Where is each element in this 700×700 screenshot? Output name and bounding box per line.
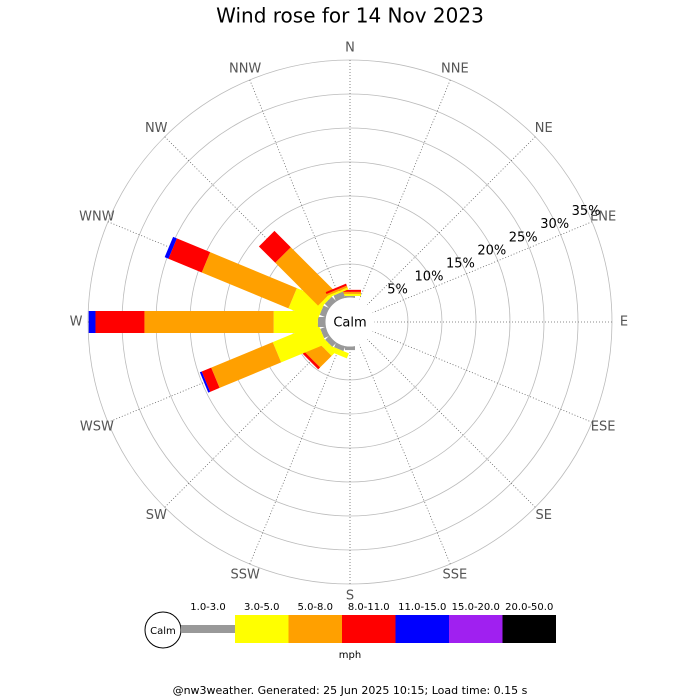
- spoke: [249, 344, 342, 565]
- calm-circle: [325, 297, 375, 347]
- bar-segment: [326, 285, 348, 296]
- bar-segment: [168, 238, 211, 273]
- direction-label: SSE: [442, 568, 467, 583]
- bar-segment: [334, 342, 346, 352]
- bar-segment: [345, 346, 355, 351]
- spoke: [372, 330, 593, 423]
- direction-label: NNW: [229, 61, 261, 76]
- r-tick-label: 30%: [540, 217, 569, 232]
- legend-label: 5.0-8.0: [298, 602, 333, 613]
- bar-segment: [339, 293, 361, 296]
- legend-swatch: [502, 615, 556, 643]
- legend-swatch: [395, 615, 449, 643]
- legend-swatch: [342, 615, 396, 643]
- spoke: [366, 136, 536, 306]
- bar-segment: [199, 371, 211, 393]
- chart-title: Wind rose for 14 Nov 2023: [216, 4, 484, 28]
- bar-segment: [339, 291, 361, 294]
- r-tick-label: 10%: [415, 269, 444, 284]
- legend-swatch: [288, 615, 342, 643]
- bar-segment: [275, 247, 334, 306]
- bar-segment: [164, 236, 177, 259]
- direction-label: NNE: [441, 61, 469, 76]
- bar-segment: [333, 291, 346, 302]
- bar-segment: [95, 311, 145, 333]
- bar-segment: [201, 252, 297, 309]
- bar-segment: [88, 311, 96, 333]
- direction-label: W: [70, 315, 83, 330]
- footer: @nw3weather. Generated: 25 Jun 2025 10:1…: [173, 684, 528, 697]
- calm-label: Calm: [333, 316, 366, 331]
- legend-swatch: [449, 615, 503, 643]
- legend-swatch: [235, 615, 289, 643]
- direction-label: WSW: [80, 419, 114, 434]
- spoke: [372, 221, 593, 314]
- spoke: [358, 79, 451, 300]
- bar-segment: [211, 342, 282, 388]
- bar-segment: [317, 317, 326, 327]
- r-tick-label: 15%: [446, 256, 475, 271]
- direction-label: N: [345, 41, 355, 56]
- bar-segment: [258, 230, 291, 263]
- bar-segment: [324, 296, 337, 309]
- bar-segment: [272, 323, 327, 363]
- spoke: [249, 79, 342, 300]
- bar-segment: [327, 287, 349, 298]
- legend-label: 3.0-5.0: [244, 602, 279, 613]
- legend-label: 8.0-11.0: [348, 602, 390, 613]
- bar-segment: [345, 295, 355, 298]
- legend-label: 1.0-3.0: [190, 602, 225, 613]
- spoke: [164, 338, 334, 508]
- direction-label: E: [620, 315, 628, 330]
- bar-segment: [319, 305, 330, 318]
- direction-label: SSW: [230, 568, 260, 583]
- r-tick-label: 25%: [509, 230, 538, 245]
- direction-label: NW: [145, 121, 168, 136]
- legend-label: 20.0-50.0: [505, 602, 553, 613]
- direction-label: ENE: [590, 210, 616, 225]
- direction-label: SE: [536, 508, 552, 523]
- r-tick-label: 20%: [477, 243, 506, 258]
- bar-segment: [320, 326, 330, 339]
- bar-segment: [302, 351, 321, 370]
- legend-label: 15.0-20.0: [452, 602, 500, 613]
- legend-calm-label: Calm: [150, 626, 176, 637]
- r-tick-label: 35%: [572, 204, 601, 219]
- r-tick-label: 5%: [387, 282, 408, 297]
- spoke: [358, 344, 451, 565]
- direction-label: ESE: [591, 419, 616, 434]
- bar-segment: [288, 288, 326, 321]
- legend-label: 11.0-15.0: [398, 602, 446, 613]
- bar-segment: [325, 335, 337, 347]
- bar-segment: [273, 311, 318, 333]
- direction-label: WNW: [79, 210, 115, 225]
- spoke: [366, 338, 536, 508]
- bar-segment: [201, 367, 220, 392]
- bar-segment: [325, 283, 347, 294]
- direction-label: NE: [535, 121, 553, 136]
- bar-segment: [144, 311, 274, 333]
- unit-label: mph: [339, 650, 361, 661]
- direction-label: S: [346, 589, 354, 604]
- legend-swatch: [181, 625, 235, 633]
- direction-label: SW: [146, 508, 167, 523]
